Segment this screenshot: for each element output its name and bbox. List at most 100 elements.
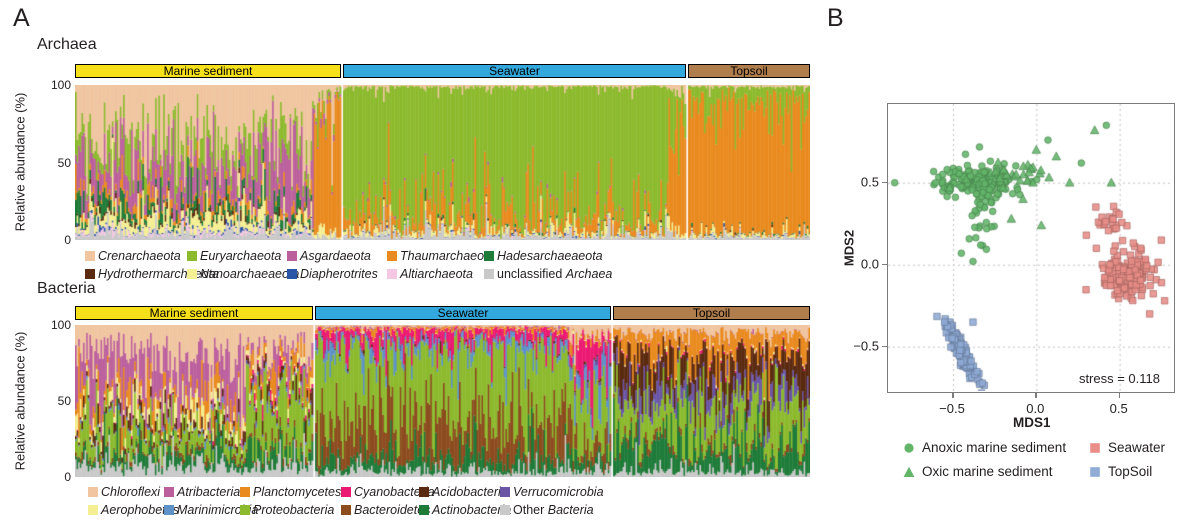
triangle-marker-icon xyxy=(903,466,915,477)
bacteria-y-tick-50: 50 xyxy=(57,394,71,408)
legend-swatch xyxy=(287,251,297,261)
legend-item-chloroflexi: Chloroflexi xyxy=(88,485,164,499)
nmds-scatter-canvas xyxy=(888,104,1173,391)
legend-swatch xyxy=(88,505,98,515)
legend-label: Planctomycetes xyxy=(253,485,342,499)
legend-item-cyanobacteria: Cyanobacteria xyxy=(341,485,435,499)
legend-label: Aerophobetes xyxy=(101,503,179,517)
legend-label: Actinobacteria xyxy=(432,503,512,517)
bacteria-stacked-bar-canvas xyxy=(75,325,810,477)
legend-swatch xyxy=(187,251,197,261)
legend-item-asgardaeota: Asgardaeota xyxy=(287,249,387,263)
legend-item-atribacteria: Atribacteria xyxy=(164,485,240,499)
nmds-legend-item-oxic-marine-sediment: Oxic marine sediment xyxy=(903,464,1089,479)
legend-item-marinimicrobia: Marinimicrobia xyxy=(164,503,258,517)
nmds-plot-frame xyxy=(887,103,1175,393)
legend-item-thaumarchaeota: Thaumarchaeota xyxy=(387,249,495,263)
legend-swatch xyxy=(88,487,98,497)
x-tick-label-−0.5: −0.5 xyxy=(939,401,965,416)
legend-item-verrucomicrobia: Verrucomicrobia xyxy=(500,485,604,499)
archaea-stacked-bar-canvas xyxy=(75,85,810,240)
bacteria-chart-title: Bacteria xyxy=(37,280,96,297)
archaea-y-tick-100: 100 xyxy=(50,78,71,92)
legend-label: Diapherotrites xyxy=(300,267,378,281)
nmds-legend-item-anoxic-marine-sediment: Anoxic marine sediment xyxy=(903,440,1089,455)
legend-label: Nanoarchaeaeota xyxy=(200,267,300,281)
legend-swatch xyxy=(287,269,297,279)
square-marker-icon xyxy=(1090,466,1100,477)
x-tick-mark xyxy=(952,393,954,398)
nmds-legend-item-seawater: Seawater xyxy=(1089,440,1165,455)
y-tick-mark xyxy=(882,345,887,348)
archaea-group-header-marine-sediment: Marine sediment xyxy=(75,64,341,78)
legend-swatch xyxy=(240,487,250,497)
y-tick-label-0.5: 0.5 xyxy=(860,174,879,190)
bacteria-y-axis-label: Relative abundance (%) xyxy=(12,331,28,471)
x-tick-mark xyxy=(1035,393,1037,398)
legend-swatch xyxy=(387,269,397,279)
legend-swatch xyxy=(387,251,397,261)
legend-label: Cyanobacteria xyxy=(354,485,435,499)
archaea-legend: Crenarchaeota Euryarchaeota Asgardaeota Tha… xyxy=(85,249,612,281)
bacteria-group-header-marine-sediment: Marine sediment xyxy=(75,306,313,320)
nmds-legend-label: Seawater xyxy=(1108,440,1166,455)
legend-label: Proteobacteria xyxy=(253,503,335,517)
legend-swatch xyxy=(419,487,429,497)
nmds-legend-label: TopSoil xyxy=(1108,464,1153,479)
nmds-legend-label: Oxic marine sediment xyxy=(922,464,1053,479)
bacteria-legend: Chloroflexi Atribacteria Planctomycetes Cya… xyxy=(88,485,604,517)
legend-swatch xyxy=(240,505,250,515)
nmds-legend-item-topsoil: TopSoil xyxy=(1089,464,1165,479)
legend-label: Verrucomicrobia xyxy=(513,485,604,499)
legend-swatch xyxy=(484,251,494,261)
legend-label: Acidobacteria xyxy=(432,485,508,499)
legend-item-aerophobetes: Aerophobetes xyxy=(88,503,179,517)
archaea-chart-title: Archaea xyxy=(37,36,97,53)
legend-item-altiarchaeota: Altiarchaeota xyxy=(387,267,484,281)
nmds-x-axis-label: MDS1 xyxy=(1013,415,1051,430)
legend-label: Bacteroidetes xyxy=(354,503,431,517)
legend-label: Hadesarchaeaeota xyxy=(497,249,603,263)
legend-item-diapherotrites: Diapherotrites xyxy=(287,267,387,281)
archaea-group-header-seawater: Seawater xyxy=(343,64,686,78)
bacteria-y-tick-0: 0 xyxy=(64,470,71,484)
y-tick-mark xyxy=(882,181,887,184)
legend-item-crenarchaeota: Crenarchaeota xyxy=(85,249,187,263)
y-tick-mark xyxy=(882,263,887,266)
legend-label: Euryarchaeota xyxy=(200,249,282,263)
legend-item-nanoarchaeaeota: Nanoarchaeaeota xyxy=(187,267,299,281)
x-tick-label-0.5: 0.5 xyxy=(1109,401,1128,416)
legend-item-actinobacteria: Actinobacteria xyxy=(419,503,511,517)
x-tick-label-0.0: 0.0 xyxy=(1026,401,1045,416)
archaea-group-header-row: Marine sediment Seawater Topsoil xyxy=(75,64,810,78)
legend-item-euryarchaeota: Euryarchaeota xyxy=(187,249,287,263)
legend-swatch xyxy=(341,487,351,497)
legend-swatch xyxy=(500,505,510,515)
legend-label: Altiarchaeota xyxy=(400,267,473,281)
square-marker-icon xyxy=(1090,442,1100,453)
legend-swatch xyxy=(164,505,174,515)
panel-a-label: A xyxy=(13,4,30,32)
legend-label: Asgardaeota xyxy=(300,249,371,263)
legend-label: Other Bacteria xyxy=(513,503,594,517)
y-tick-label-−0.5: −0.5 xyxy=(853,338,879,354)
panel-b-label: B xyxy=(827,4,844,32)
bacteria-group-header-seawater: Seawater xyxy=(315,306,611,320)
bacteria-group-header-row: Marine sediment Seawater Topsoil xyxy=(75,306,810,320)
x-tick-mark xyxy=(1118,393,1121,398)
legend-label: unclassified Archaea xyxy=(497,267,613,281)
legend-swatch xyxy=(341,505,351,515)
archaea-group-header-topsoil: Topsoil xyxy=(688,64,810,78)
legend-item-unclassified-archaea: unclassified Archaea xyxy=(484,267,612,281)
legend-label: Crenarchaeota xyxy=(98,249,181,263)
legend-swatch xyxy=(500,487,510,497)
nmds-legend: Anoxic marine sediment Oxic marine sedime… xyxy=(903,440,1165,479)
legend-label: Thaumarchaeota xyxy=(400,249,495,263)
archaea-y-tick-50: 50 xyxy=(57,155,71,170)
legend-swatch xyxy=(484,269,494,279)
legend-item-other-bacteria: Other Bacteria xyxy=(500,503,604,517)
bacteria-group-header-topsoil: Topsoil xyxy=(613,306,810,320)
legend-label: Chloroflexi xyxy=(101,485,161,499)
legend-swatch xyxy=(419,505,429,515)
